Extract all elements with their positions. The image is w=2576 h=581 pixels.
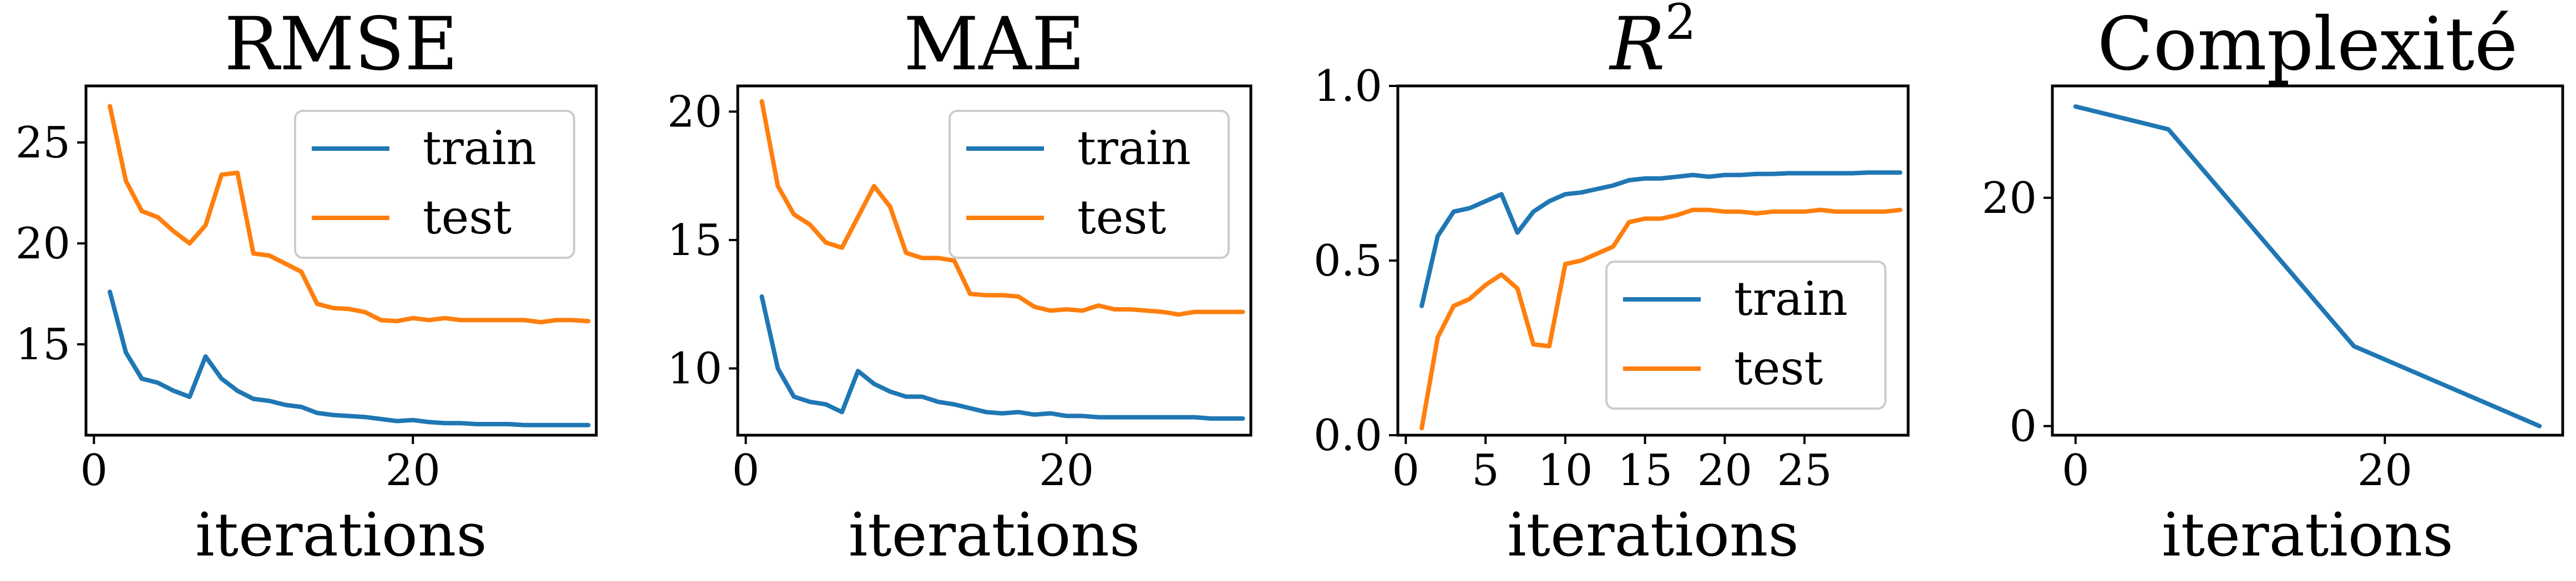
x-axis-label: iterations xyxy=(849,501,1140,570)
x-tick-label: 25 xyxy=(1777,446,1832,496)
legend: train test xyxy=(1605,261,1887,410)
series-line-test xyxy=(1419,207,1903,431)
legend-label-train: train xyxy=(1734,272,1848,326)
x-tick-label: 0 xyxy=(1392,446,1420,496)
x-tick-label: 10 xyxy=(1538,446,1593,496)
legend: train test xyxy=(949,110,1230,259)
chart-title: R2 xyxy=(1609,0,1696,87)
x-tick-label: 0 xyxy=(732,446,760,496)
chart-title: RMSE xyxy=(224,2,458,87)
x-tick-label: 20 xyxy=(1697,446,1752,496)
subplot-3: R2 0 5 10 15 20 25 0.0 0.5 1.0 iterations train test xyxy=(1314,0,1910,570)
legend-label-test: test xyxy=(1734,341,1823,395)
x-tick-label: 20 xyxy=(2357,446,2412,496)
y-tick-label: 10 xyxy=(667,344,722,394)
x-tick-label: 15 xyxy=(1617,446,1672,496)
legend-label-test: test xyxy=(423,190,512,244)
legend-label-test: test xyxy=(1077,190,1167,244)
y-tick-label: 15 xyxy=(667,216,722,266)
y-tick-label: 20 xyxy=(1982,174,2037,223)
plot-frame xyxy=(84,84,598,437)
series-line-test xyxy=(108,104,591,325)
x-tick-label: 5 xyxy=(1472,446,1499,496)
x-axis-label: iterations xyxy=(195,501,487,570)
legend-label-train: train xyxy=(423,121,536,175)
series-line-train xyxy=(759,294,1245,421)
y-tick-label: 0 xyxy=(2009,402,2037,452)
chart-title: Complexité xyxy=(2097,2,2518,87)
series-line-train xyxy=(108,289,591,427)
x-tick-label: 20 xyxy=(1039,446,1094,496)
x-axis-label: iterations xyxy=(1507,501,1799,570)
y-tick-label: 20 xyxy=(16,219,70,269)
x-axis-label: iterations xyxy=(2162,501,2453,570)
x-tick-label: 20 xyxy=(386,446,440,496)
y-tick-label: 0.0 xyxy=(1314,411,1382,461)
series-line-train xyxy=(1419,170,1903,308)
y-tick-label: 15 xyxy=(16,320,70,370)
subplot-1: RMSE 0 20 15 20 25 iterations train test xyxy=(16,2,598,570)
x-tick-label: 0 xyxy=(2062,446,2090,496)
plot-frame xyxy=(736,84,1252,437)
legend-label-train: train xyxy=(1077,121,1191,175)
plot-frame xyxy=(2051,84,2564,437)
legend: train test xyxy=(294,110,575,259)
y-tick-label: 1.0 xyxy=(1314,62,1382,111)
series-line-line-1 xyxy=(2073,104,2542,429)
y-tick-label: 0.5 xyxy=(1314,236,1382,286)
y-tick-label: 25 xyxy=(16,118,70,168)
series-line-test xyxy=(759,99,1245,317)
chart-title: MAE xyxy=(904,2,1085,87)
x-tick-label: 0 xyxy=(80,446,108,496)
y-tick-label: 20 xyxy=(667,87,722,137)
